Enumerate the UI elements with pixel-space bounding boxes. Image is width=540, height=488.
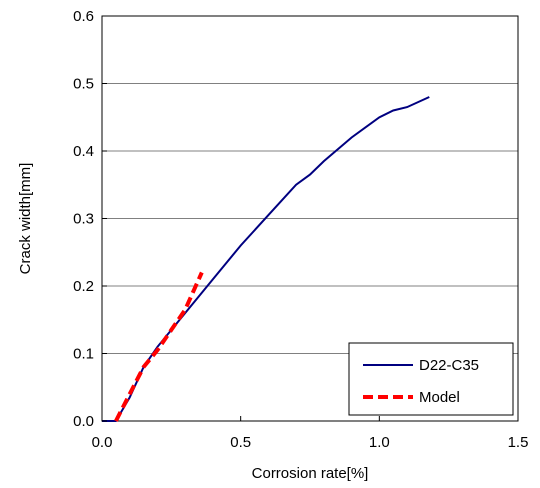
y-tick-label: 0.0	[73, 413, 94, 430]
series-line-model	[114, 271, 204, 422]
y-tick-label: 0.4	[73, 143, 94, 160]
series-layer	[102, 96, 430, 422]
y-tick-label: 0.6	[73, 8, 94, 25]
legend-box	[348, 342, 514, 416]
legend-label-model: Model	[419, 389, 460, 406]
y-tick-label: 0.1	[73, 346, 94, 363]
y-tick-label: 0.2	[73, 278, 94, 295]
y-tick-label: 0.5	[73, 76, 94, 93]
x-tick-label: 1.0	[369, 434, 390, 451]
y-tick-label: 0.3	[73, 211, 94, 228]
legend: D22-C35 Model	[348, 342, 514, 416]
legend-label-d22-c35: D22-C35	[419, 357, 479, 374]
x-tick-label: 0.5	[230, 434, 251, 451]
x-axis-label: Corrosion rate[%]	[252, 465, 369, 482]
axis-ticks: 0.0 0.1 0.2 0.3 0.4 0.5 0.6 0.0 0.5 1.0 1.5	[73, 8, 528, 451]
x-tick-label: 0.0	[92, 434, 113, 451]
x-tick-label: 1.5	[508, 434, 529, 451]
y-axis-label: Crack width[mm]	[17, 163, 34, 275]
